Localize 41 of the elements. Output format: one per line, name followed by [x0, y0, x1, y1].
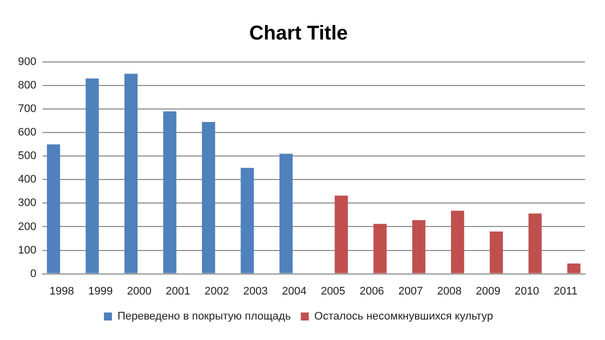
bar: [240, 168, 254, 274]
bar: [490, 231, 503, 274]
y-tick-label: 400: [18, 174, 36, 186]
bar: [202, 122, 216, 274]
x-tick-label: 1998: [49, 285, 74, 298]
bar: [46, 144, 60, 274]
x-tick-label: 2011: [554, 285, 578, 298]
x-tick-label: 1999: [88, 285, 113, 298]
legend-label: Переведено в покрытую площадь: [117, 310, 292, 323]
x-tick-label: 2005: [320, 285, 346, 298]
x-tick-label: 2003: [243, 285, 268, 298]
y-tick-label: 700: [18, 103, 36, 116]
y-tick-label: 300: [18, 197, 36, 210]
x-tick-label: 2002: [204, 285, 230, 298]
chart-title: Chart Title: [249, 22, 348, 45]
x-tick-label: 2000: [127, 285, 152, 298]
bar: [279, 154, 293, 274]
x-tick-label: 2009: [476, 285, 500, 298]
bar: [450, 210, 464, 274]
bar: [124, 74, 138, 274]
y-tick-label: 100: [18, 244, 36, 256]
bar: [412, 220, 426, 274]
y-tick-label: 600: [18, 126, 36, 139]
y-tick-label: 900: [18, 56, 36, 68]
x-tick-label: 2008: [437, 285, 462, 298]
y-tick-label: 800: [18, 80, 36, 92]
x-tick-label: 2010: [514, 285, 540, 298]
bar: [86, 78, 99, 274]
legend-label: Осталось несомкнувшихся культур: [314, 310, 494, 323]
x-tick-label: 2001: [166, 285, 190, 298]
bar: [334, 196, 348, 274]
bar: [373, 224, 387, 274]
x-tick-label: 2004: [282, 285, 307, 298]
bar: [163, 111, 176, 274]
bar: [567, 263, 580, 274]
y-tick-label: 0: [30, 268, 36, 280]
y-tick-label: 500: [18, 150, 36, 162]
bar: [528, 214, 542, 274]
y-tick-label: 200: [18, 220, 36, 233]
x-tick-label: 2007: [398, 285, 423, 298]
x-tick-label: 2006: [360, 285, 384, 298]
